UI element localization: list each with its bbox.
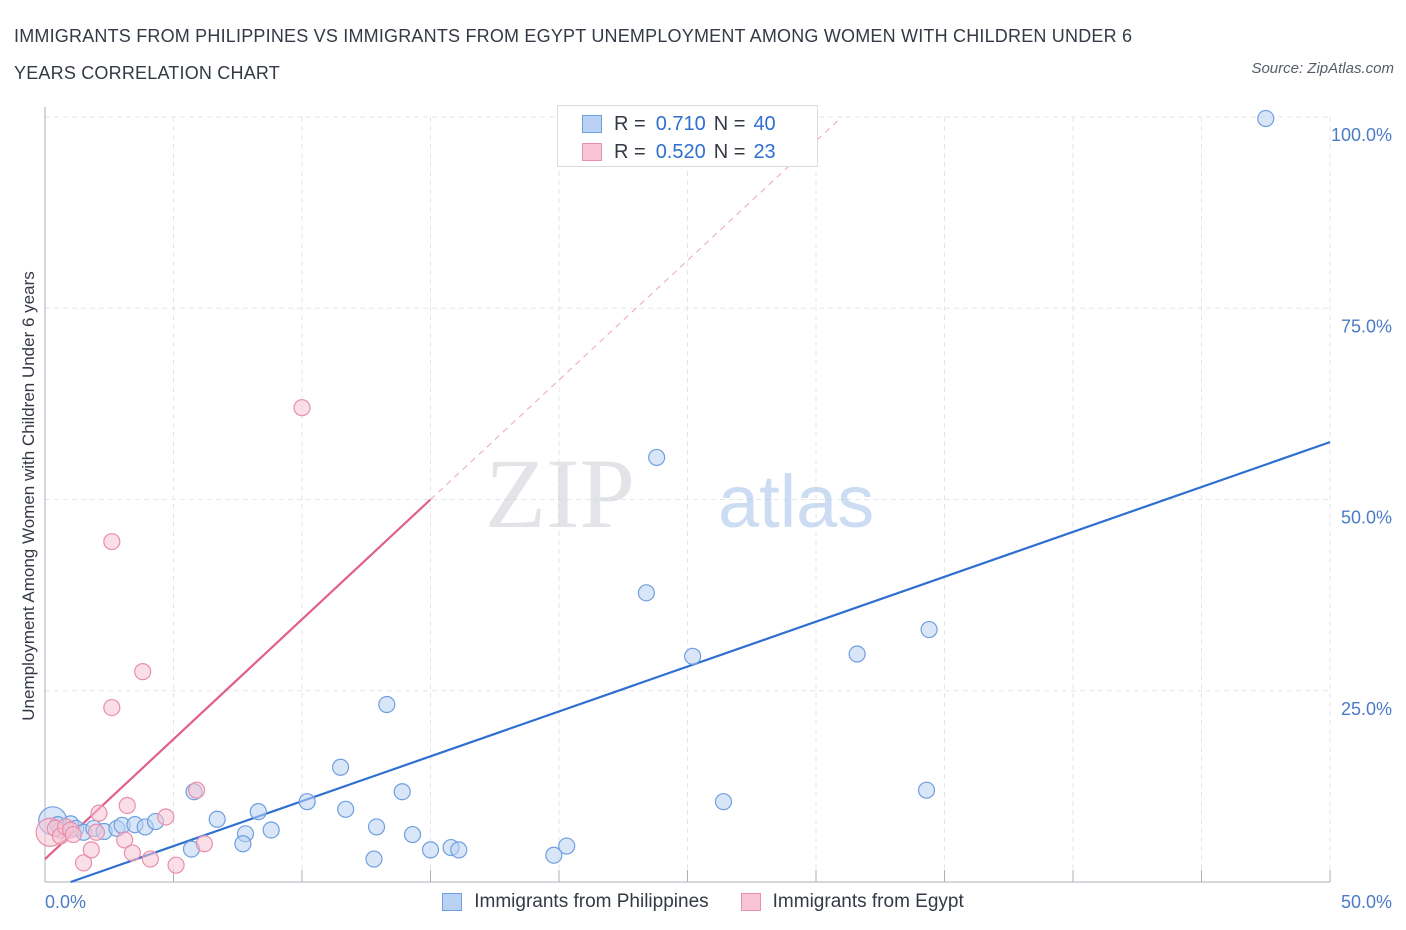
- series-name-egypt: Immigrants from Egypt: [772, 891, 964, 912]
- point-philippines: [378, 695, 396, 714]
- point-philippines: [684, 647, 702, 665]
- n-label: N =: [713, 140, 746, 163]
- point-egypt: [87, 823, 106, 841]
- point-philippines: [298, 793, 316, 811]
- trend-lines: [44, 116, 1331, 884]
- point-philippines: [421, 841, 440, 859]
- point-egypt: [123, 844, 141, 862]
- point-egypt: [293, 399, 311, 417]
- y-tick-label: 25.0%: [1341, 699, 1392, 719]
- grid-lines: [45, 116, 1331, 882]
- chart-title: IMMIGRANTS FROM PHILIPPINES VS IMMIGRANT…: [14, 26, 1133, 83]
- point-philippines: [393, 783, 411, 801]
- legend-swatch-egypt: [582, 143, 602, 161]
- point-philippines: [917, 781, 936, 799]
- y-tick-label: 75.0%: [1341, 316, 1392, 336]
- r-label: R =: [614, 112, 646, 135]
- legend-swatch-philippines: [582, 115, 602, 133]
- n-value-philippines: 40: [753, 112, 776, 135]
- trend-extension-egypt: [430, 116, 843, 500]
- y-tick-label: 50.0%: [1341, 508, 1392, 528]
- series-legend-item-egypt[interactable]: Immigrants from Egypt: [740, 891, 964, 913]
- point-philippines: [637, 584, 655, 602]
- point-egypt: [103, 698, 121, 717]
- point-philippines: [714, 793, 733, 811]
- point-egypt: [167, 856, 185, 874]
- point-philippines: [403, 825, 422, 844]
- point-egypt: [103, 532, 121, 551]
- point-philippines: [365, 850, 383, 868]
- point-egypt: [82, 841, 100, 859]
- point-philippines: [249, 803, 267, 821]
- point-philippines: [1257, 109, 1275, 128]
- point-egypt: [141, 850, 159, 868]
- point-egypt: [157, 808, 175, 826]
- x-tick-labels: 0.0% 50.0%: [45, 892, 1392, 912]
- axes: [44, 107, 1331, 883]
- point-philippines: [648, 448, 666, 467]
- watermark-atlas: atlas: [718, 460, 874, 543]
- point-philippines: [331, 758, 350, 776]
- legend-swatch-philippines: [442, 893, 463, 911]
- point-egypt: [64, 825, 82, 844]
- stats-legend-row-egypt: R = 0.520 N = 23: [582, 138, 776, 166]
- point-egypt: [188, 781, 206, 799]
- y-tick-labels: 25.0% 50.0% 75.0% 100.0%: [1331, 125, 1392, 719]
- point-philippines: [450, 841, 468, 859]
- series-legend-item-philippines[interactable]: Immigrants from Philippines: [442, 891, 709, 913]
- point-egypt: [195, 835, 213, 853]
- data-points: [35, 109, 1275, 874]
- trend-line-egypt: [44, 498, 432, 860]
- watermark: ZIP atlas: [485, 438, 874, 549]
- point-philippines: [234, 835, 252, 853]
- source-label: Source: ZipAtlas.com: [1251, 60, 1394, 77]
- r-value-egypt: 0.520: [655, 140, 706, 163]
- point-philippines: [337, 800, 355, 818]
- point-egypt: [134, 663, 152, 681]
- point-philippines: [262, 821, 280, 839]
- point-philippines: [208, 810, 226, 828]
- stats-legend-row-philippines: R = 0.710 N = 40: [582, 110, 776, 138]
- series-name-philippines: Immigrants from Philippines: [474, 891, 709, 912]
- r-value-philippines: 0.710: [655, 112, 706, 135]
- stats-legend: R = 0.710 N = 40 R = 0.520 N = 23: [557, 105, 818, 167]
- point-philippines: [848, 645, 866, 663]
- point-philippines: [558, 837, 576, 855]
- series-legend: Immigrants from Philippines Immigrants f…: [0, 886, 1406, 918]
- x-tick-label: 0.0%: [45, 892, 86, 912]
- point-egypt: [90, 804, 108, 822]
- y-axis-label: Unemployment Among Women with Children U…: [19, 271, 38, 720]
- y-tick-label: 100.0%: [1331, 125, 1392, 145]
- point-egypt: [74, 854, 93, 872]
- point-philippines: [920, 620, 938, 639]
- point-philippines: [367, 818, 386, 836]
- legend-swatch-egypt: [740, 893, 761, 911]
- x-tick-label: 50.0%: [1341, 892, 1392, 912]
- watermark-zip: ZIP: [485, 438, 635, 549]
- n-label: N =: [713, 112, 746, 135]
- point-philippines: [545, 846, 563, 864]
- point-egypt: [116, 831, 134, 849]
- r-label: R =: [614, 140, 646, 163]
- point-egypt: [118, 796, 136, 815]
- n-value-egypt: 23: [753, 140, 776, 163]
- trend-line-philippines: [70, 441, 1331, 884]
